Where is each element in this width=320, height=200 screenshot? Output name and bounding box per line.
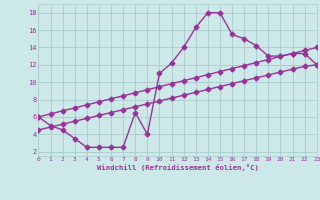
X-axis label: Windchill (Refroidissement éolien,°C): Windchill (Refroidissement éolien,°C) xyxy=(97,164,259,171)
